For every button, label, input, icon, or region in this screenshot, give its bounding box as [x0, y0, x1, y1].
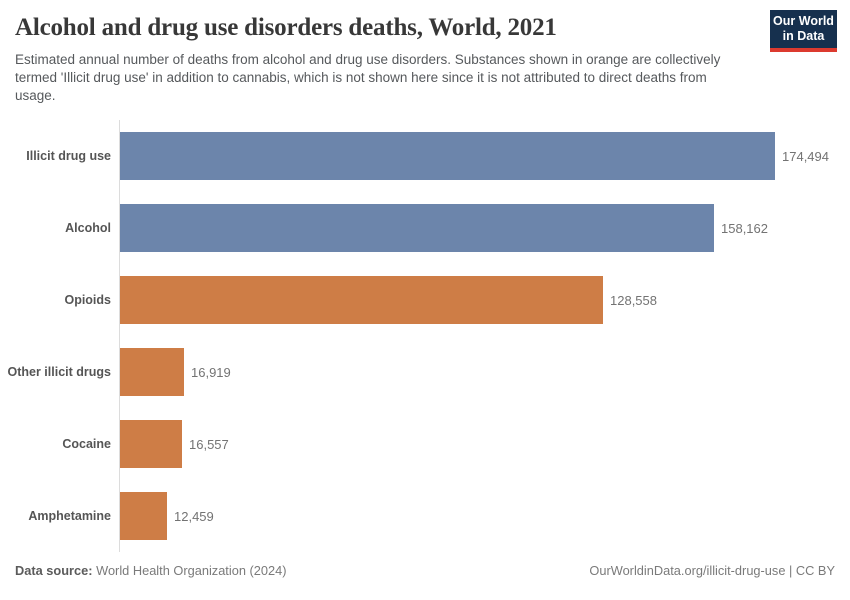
bar-area: 16,919 [119, 336, 850, 408]
owid-logo-line2: in Data [782, 29, 825, 43]
data-source-label: Data source: [15, 563, 93, 578]
chart-subtitle: Estimated annual number of deaths from a… [15, 52, 721, 103]
bar-area: 12,459 [119, 480, 850, 552]
bar-row: Cocaine 16,557 [0, 408, 850, 480]
bar-area: 174,494 [119, 120, 850, 192]
category-label: Alcohol [65, 220, 111, 235]
value-label: 12,459 [174, 508, 214, 524]
attribution-link[interactable]: OurWorldinData.org/illicit-drug-use | CC… [589, 563, 835, 578]
bar[interactable] [120, 276, 603, 324]
bar-area: 158,162 [119, 192, 850, 264]
bar-area: 128,558 [119, 264, 850, 336]
bar-row: Illicit drug use 174,494 [0, 120, 850, 192]
bar[interactable] [120, 420, 182, 468]
owid-logo[interactable]: Our World in Data [770, 10, 837, 52]
value-label: 158,162 [721, 220, 768, 236]
category-label: Cocaine [62, 436, 111, 451]
data-source: Data source: World Health Organization (… [15, 563, 287, 578]
value-label: 128,558 [610, 292, 657, 308]
page-title: Alcohol and drug use disorders deaths, W… [15, 14, 557, 41]
bar[interactable] [120, 204, 714, 252]
category-label: Amphetamine [28, 508, 111, 523]
bar[interactable] [120, 492, 167, 540]
bar[interactable] [120, 348, 184, 396]
chart-footer: Data source: World Health Organization (… [15, 563, 835, 578]
category-label: Opioids [64, 292, 111, 307]
category-label: Illicit drug use [26, 148, 111, 163]
bar-chart: Illicit drug use 174,494 Alcohol 158,162… [0, 120, 850, 552]
data-source-value: World Health Organization (2024) [96, 563, 287, 578]
chart-header: Alcohol and drug use disorders deaths, W… [0, 0, 850, 105]
category-label: Other illicit drugs [7, 364, 112, 379]
bar-row: Other illicit drugs 16,919 [0, 336, 850, 408]
value-label: 16,557 [189, 436, 229, 452]
owid-logo-line1: Our World [773, 14, 834, 28]
bar-area: 16,557 [119, 408, 850, 480]
bar[interactable] [120, 132, 775, 180]
bar-row: Amphetamine 12,459 [0, 480, 850, 552]
value-label: 174,494 [782, 148, 829, 164]
value-label: 16,919 [191, 364, 231, 380]
bar-row: Opioids 128,558 [0, 264, 850, 336]
bar-row: Alcohol 158,162 [0, 192, 850, 264]
